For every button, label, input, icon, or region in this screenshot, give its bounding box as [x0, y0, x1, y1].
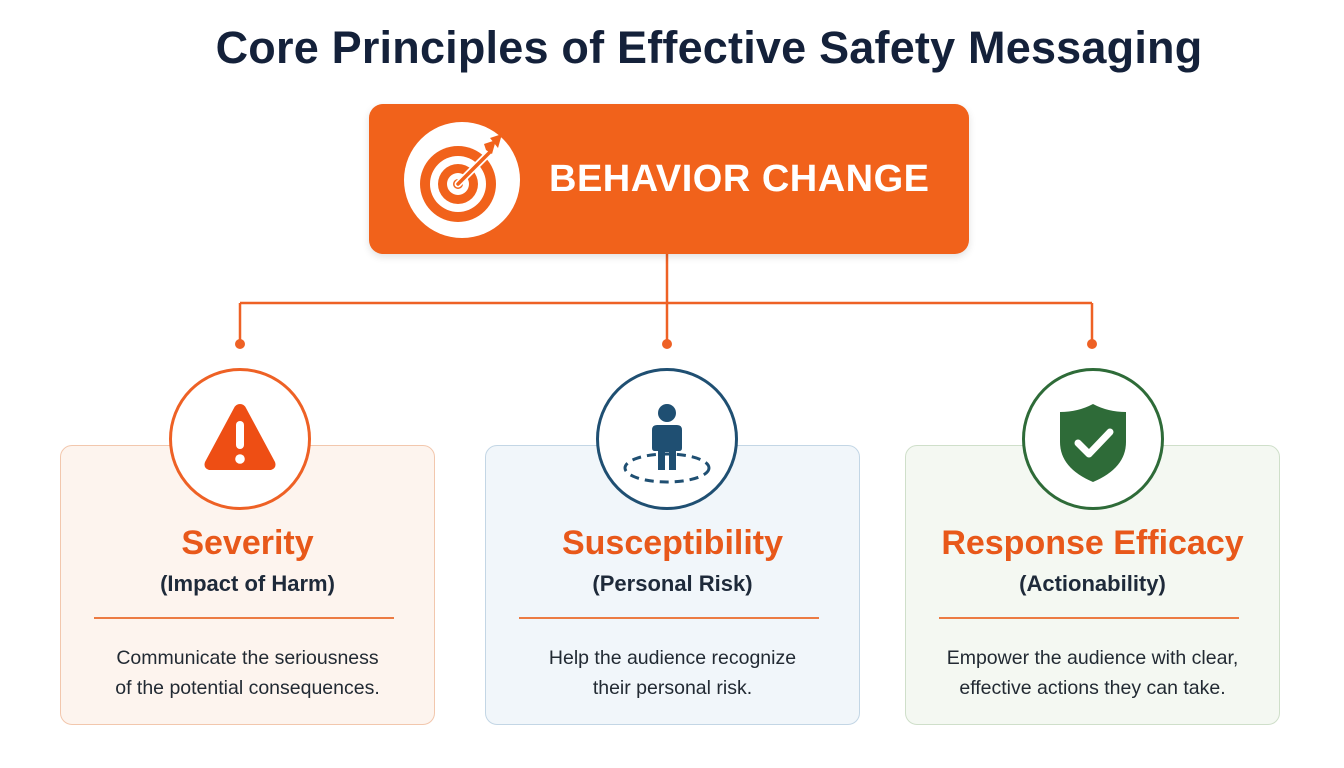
card-description-line: Communicate the seriousness — [116, 647, 379, 669]
target-icon — [404, 122, 520, 238]
connector-dot-center — [662, 339, 672, 349]
card-title: Susceptibility — [561, 524, 784, 562]
card-description: Communicate the seriousness of the poten… — [81, 643, 414, 703]
behavior-change-label: BEHAVIOR CHANGE — [549, 158, 930, 200]
card-divider — [519, 617, 819, 619]
card-subtitle: (Actionability) — [1019, 571, 1166, 596]
card-divider — [94, 617, 394, 619]
behavior-change-box: BEHAVIOR CHANGE — [369, 104, 969, 254]
card-divider — [939, 617, 1239, 619]
card-subtitle: (Impact of Harm) — [160, 571, 335, 596]
card-subtitle: (Personal Risk) — [592, 571, 753, 596]
susceptibility-card: Susceptibility (Personal Risk) Help the … — [485, 445, 860, 725]
card-title: Response Efficacy — [941, 524, 1244, 562]
card-description-line: of the potential consequences. — [115, 677, 380, 699]
person-in-zone-icon — [596, 368, 738, 510]
card-description-line: their personal risk. — [592, 677, 753, 699]
card-description-line: Empower the audience with clear, — [946, 647, 1239, 669]
page-title: Core Principles of Effective Safety Mess… — [215, 22, 1203, 73]
card-description: Empower the audience with clear, effecti… — [926, 643, 1259, 703]
card-description: Help the audience recognize their person… — [506, 643, 839, 703]
connector-dot-right — [1087, 339, 1097, 349]
card-title: Severity — [181, 524, 314, 562]
warning-icon — [169, 368, 311, 510]
connector-dot-left — [235, 339, 245, 349]
card-description-line: effective actions they can take. — [959, 677, 1226, 699]
shield-check-icon — [1022, 368, 1164, 510]
card-description-line: Help the audience recognize — [548, 647, 797, 669]
